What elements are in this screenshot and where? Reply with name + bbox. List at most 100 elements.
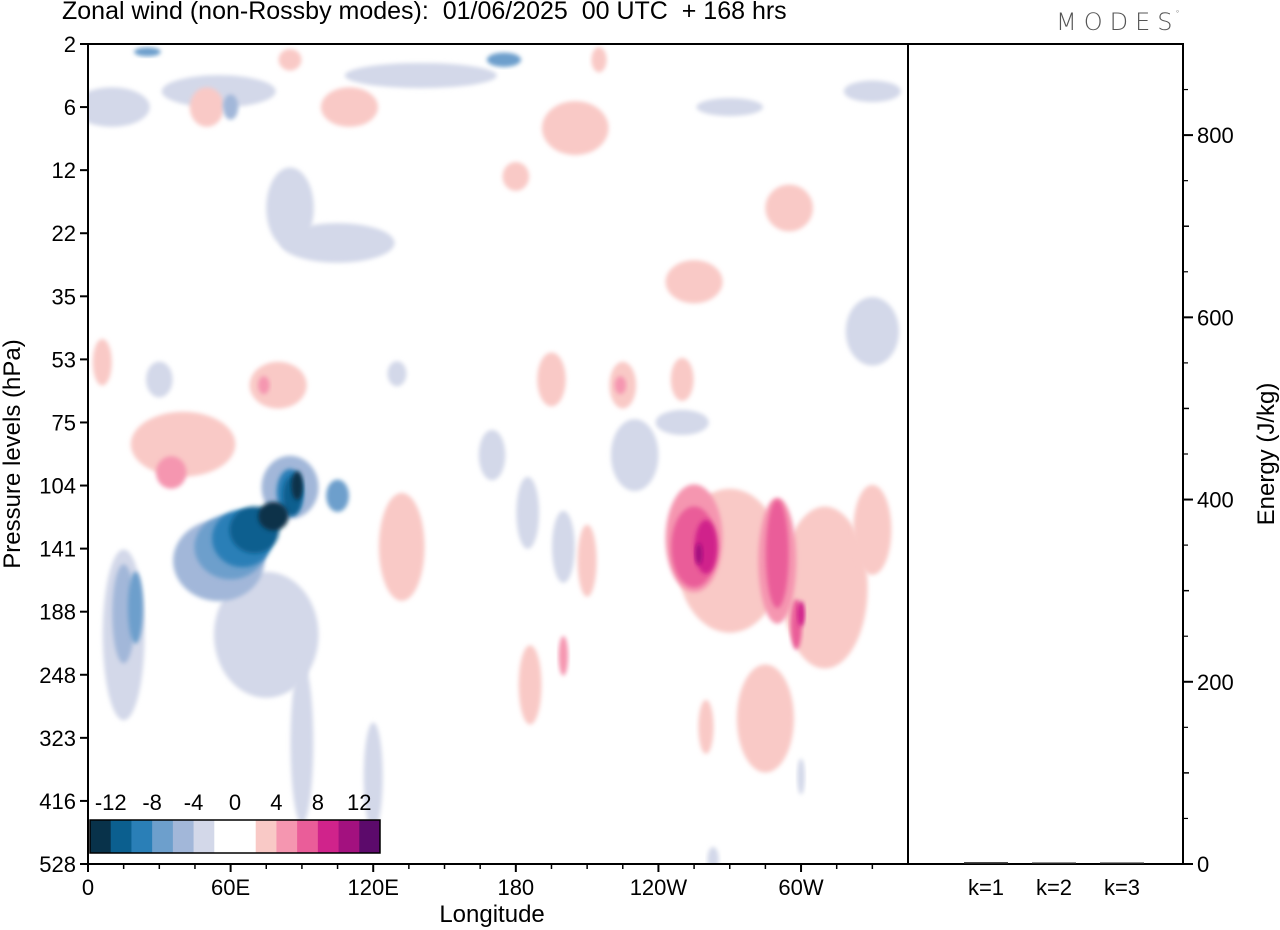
energy-bar: [1100, 862, 1144, 864]
colorbar-label: 4: [270, 790, 282, 815]
contour-blob: [502, 162, 530, 191]
contour-blob: [189, 87, 224, 127]
energy-bar: [964, 862, 1008, 864]
contour-blob: [344, 62, 497, 89]
y-tick-label: 2: [64, 32, 76, 57]
contour-blob: [707, 846, 719, 864]
colorbar-swatch: [359, 820, 381, 853]
contour-blob: [516, 476, 540, 549]
colorbar-label: -4: [184, 790, 204, 815]
contour-blob: [551, 510, 575, 583]
contour-blob: [145, 361, 173, 398]
colorbar-swatch: [297, 820, 319, 853]
modes-logo: MODES°: [1056, 8, 1179, 36]
colorbar-border: [89, 819, 381, 854]
colorbar-label: -12: [95, 790, 127, 815]
x-tick-label: 60E: [211, 875, 250, 900]
energy-category-label: k=1: [968, 875, 1004, 900]
energy-tick-label: 800: [1197, 123, 1234, 148]
contour-blob: [258, 376, 270, 395]
contour-blob: [127, 571, 144, 644]
x-tick-label: 60W: [778, 875, 823, 900]
contour-blob: [278, 48, 302, 71]
contour-blob: [577, 524, 597, 597]
contour-blob: [765, 499, 789, 608]
contour-blob: [130, 411, 236, 477]
contour-blob: [614, 376, 627, 395]
contour-blob: [88, 87, 150, 127]
colorbar-swatch: [110, 820, 132, 853]
contour-blob: [291, 471, 303, 500]
contour-blob: [249, 361, 307, 409]
x-tick-label: 120W: [630, 875, 688, 900]
y-tick-label: 12: [52, 158, 76, 183]
contour-blob: [290, 661, 314, 824]
y-tick-label: 188: [39, 600, 76, 625]
y-tick-label: 22: [52, 221, 76, 246]
energy-bar: [1032, 862, 1076, 864]
contour-blob: [155, 456, 187, 489]
y-tick-label: 53: [52, 347, 76, 372]
y-tick-label: 323: [39, 726, 76, 751]
colorbar-swatch: [317, 820, 340, 853]
colorbar-swatch: [276, 820, 298, 853]
contour-blob: [518, 645, 542, 725]
contour-blob: [698, 699, 714, 754]
colorbar-swatch: [131, 820, 153, 853]
y-tick-label: 416: [39, 789, 76, 814]
contour-blob: [258, 501, 289, 531]
energy-category-label: k=2: [1036, 875, 1072, 900]
contour-blob: [843, 80, 901, 103]
longitude-axis: 0 60E 120E 180 120W 60W Longitude: [82, 864, 874, 928]
logo-mark: °: [1175, 9, 1180, 18]
x-tick-label: 180: [497, 875, 534, 900]
contour-blob: [797, 758, 805, 795]
contour-blob: [326, 479, 349, 512]
colorbar-swatch: [90, 820, 112, 853]
colorbar-swatch: [214, 820, 236, 853]
contour-blob: [782, 506, 868, 669]
colorbar-swatch: [193, 820, 215, 853]
y-tick-label: 6: [64, 95, 76, 120]
energy-tick-label: 600: [1197, 305, 1234, 330]
contour-blob: [695, 543, 703, 565]
contour-blob: [736, 664, 794, 773]
contour-blob: [670, 357, 694, 402]
contour-blob: [610, 419, 659, 492]
contour-blob: [223, 94, 239, 120]
energy-axis-title: Energy (J/kg): [1253, 383, 1280, 526]
energy-panel: 0 200 400 600 800 Energy (J/kg) k=1 k=2 k=3: [964, 88, 1280, 900]
contour-blob: [363, 722, 383, 831]
y-tick-label: 528: [39, 852, 76, 877]
chart-title: Zonal wind (non-Rossby modes): 01/06/202…: [62, 0, 787, 25]
colorbar-label: 0: [229, 790, 241, 815]
contour-blob: [92, 338, 112, 386]
contour-blob: [134, 47, 161, 57]
energy-category-label: k=3: [1104, 875, 1140, 900]
contour-blob: [665, 260, 723, 304]
colorbar-label: 8: [312, 790, 324, 815]
contour-blob: [853, 484, 892, 575]
contour-blob: [161, 75, 276, 108]
contour-blob: [213, 571, 319, 698]
contour-blob: [765, 184, 813, 232]
y-tick-label: 104: [39, 474, 76, 499]
contour-blob: [280, 223, 395, 263]
energy-tick-label: 400: [1197, 488, 1234, 513]
y-tick-label: 75: [52, 410, 76, 435]
y-tick-label: 248: [39, 663, 76, 688]
contour-blob: [655, 409, 709, 436]
contour-field: [88, 47, 901, 864]
contour-blob: [387, 361, 407, 387]
colorbar: -12 -8 -4 0 4 8 12: [89, 790, 381, 854]
y-axis-title: Pressure levels (hPa): [0, 339, 26, 568]
colorbar-label: 12: [347, 790, 371, 815]
x-tick-label: 120E: [348, 875, 399, 900]
contour-blob: [320, 87, 378, 127]
contour-blob: [591, 47, 607, 73]
x-tick-label: 0: [82, 875, 94, 900]
contour-blob: [541, 101, 609, 156]
x-axis-title: Longitude: [439, 901, 544, 928]
colorbar-label: -8: [142, 790, 162, 815]
